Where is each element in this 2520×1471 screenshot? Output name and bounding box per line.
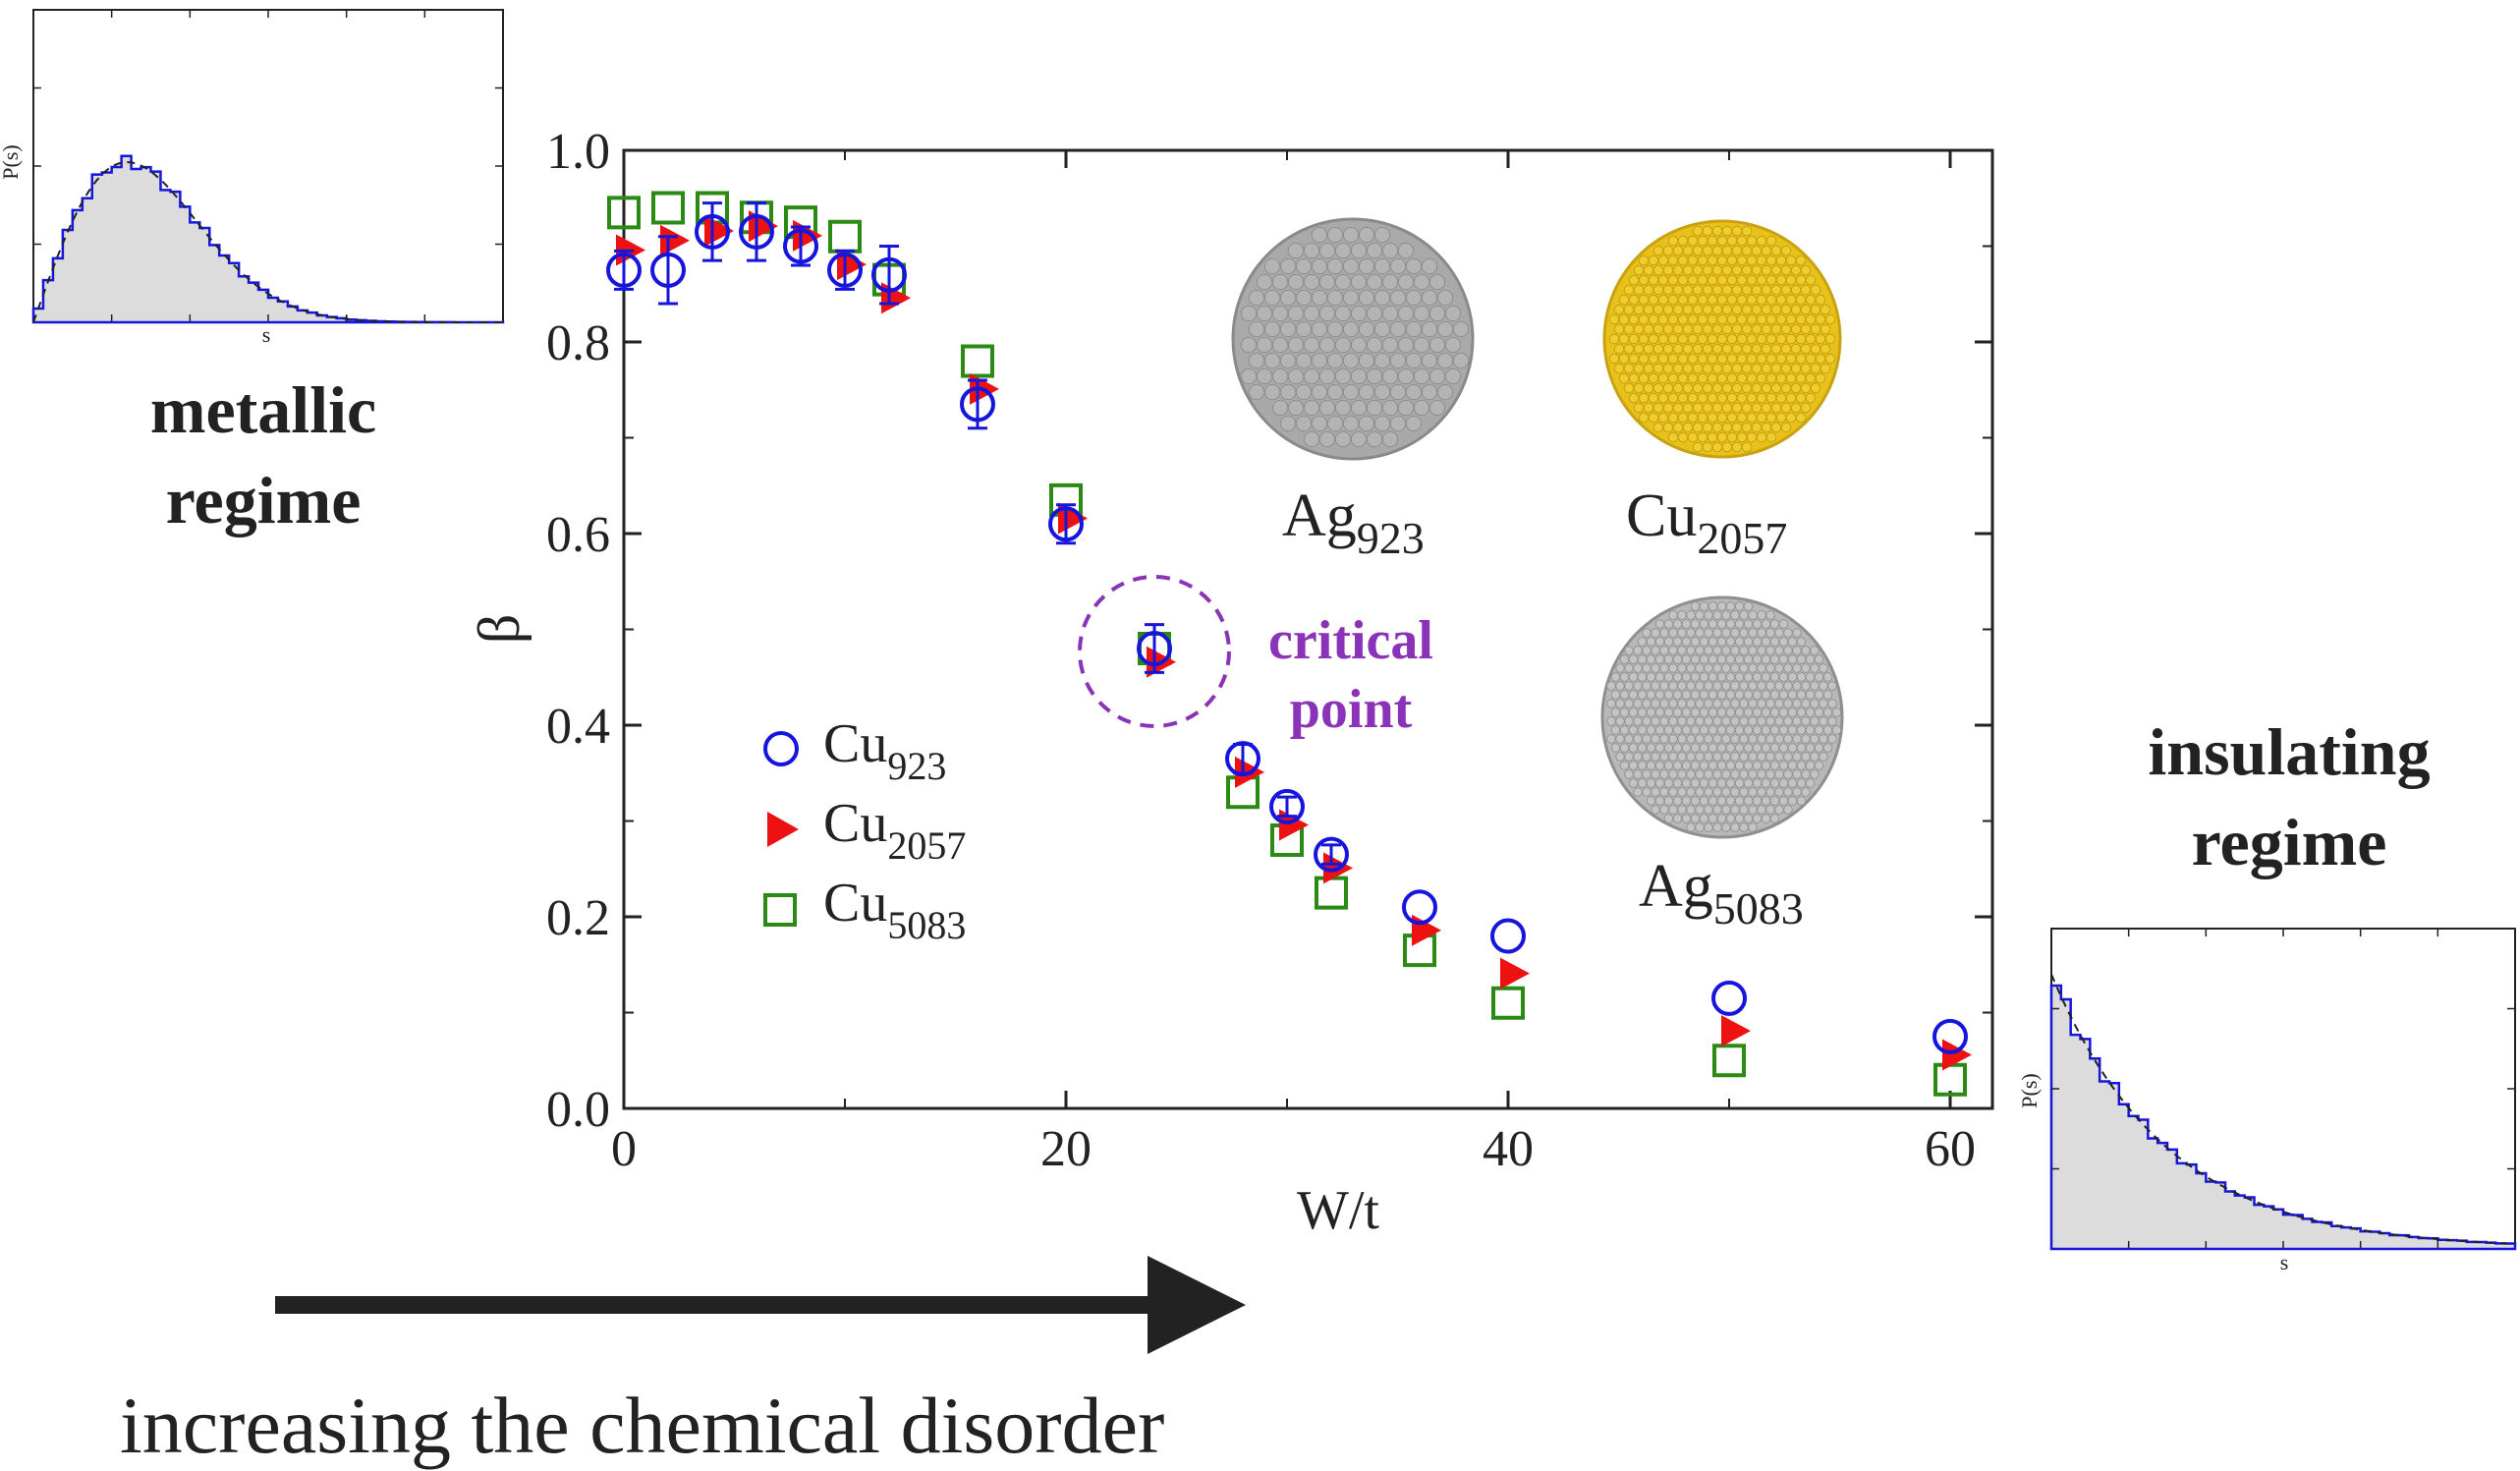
point-cu923: [606, 252, 642, 288]
main-chart: 0 20 40 60 0.0 0.2 0.4 0.6 0.8 1.0 W/t β Ag923 Cu…: [467, 124, 1994, 1241]
point-cu923: [1402, 889, 1437, 926]
point-cu5083: [1491, 986, 1525, 1020]
left-inset-ylabel: P(s): [0, 144, 23, 179]
data-marks: [606, 191, 1972, 1097]
point-cu923: [1225, 741, 1260, 777]
cluster-ag5083-image: [1600, 595, 1844, 839]
x-tick-label: 60: [1925, 1121, 1976, 1177]
y-tick-label: 0.4: [546, 699, 610, 755]
y-tick-label: 0.6: [546, 507, 610, 563]
metallic-caption-line1: metallic: [150, 372, 376, 447]
y-tick-label: 0.0: [546, 1082, 610, 1138]
right-inset-xlabel: s: [2280, 1250, 2289, 1274]
legend-marker-cu923: [763, 731, 799, 766]
right-inset-histogram: [2049, 929, 2517, 1251]
cluster-label-cu2057: Cu2057: [1626, 482, 1787, 563]
point-cu2057: [1500, 957, 1530, 990]
insulating-caption-line2: regime: [2192, 805, 2387, 879]
critical-point-circle: [1078, 575, 1231, 728]
y-tick-label: 1.0: [546, 124, 610, 180]
left-inset-xlabel: s: [262, 322, 271, 347]
point-cu2057: [1279, 809, 1309, 841]
arrow-caption: increasing the chemical disorder: [120, 1381, 1164, 1470]
point-cu5083: [607, 196, 641, 230]
metallic-caption-line2: regime: [166, 463, 362, 537]
insulating-caption-line1: insulating: [2148, 714, 2430, 789]
point-cu5083: [1933, 1062, 1967, 1097]
right-inset: P(s) s: [2017, 928, 2517, 1274]
point-cu923: [1314, 836, 1349, 873]
point-cu5083: [651, 191, 685, 225]
y-tick-label: 0.8: [546, 315, 610, 371]
legend-label-cu923: Cu923: [823, 713, 946, 788]
point-cu2057: [1942, 1039, 1972, 1071]
point-cu923: [960, 386, 995, 423]
cluster-ag923-image: [1231, 217, 1475, 461]
critical-point-label-line2: point: [1290, 679, 1413, 740]
y-tick-label: 0.2: [546, 890, 610, 946]
axis-tick-labels: 0 20 40 60 0.0 0.2 0.4 0.6 0.8 1.0: [546, 124, 1976, 1177]
point-cu923: [1137, 631, 1172, 666]
cluster-label-ag5083: Ag5083: [1639, 853, 1804, 934]
disorder-arrow: [275, 1256, 1246, 1354]
point-cu923: [1490, 918, 1526, 954]
point-cu2057: [660, 224, 690, 256]
point-cu2057: [1721, 1015, 1751, 1047]
right-inset-ylabel: P(s): [2017, 1073, 2042, 1107]
x-tick-label: 0: [611, 1121, 637, 1177]
legend-label-cu5083: Cu5083: [823, 873, 966, 947]
x-tick-label: 20: [1040, 1121, 1092, 1177]
x-tick-label: 40: [1483, 1121, 1534, 1177]
point-cu923: [1269, 788, 1305, 824]
point-cu923: [1711, 980, 1747, 1016]
x-axis-label: W/t: [1297, 1180, 1379, 1241]
point-cu923: [695, 213, 730, 250]
point-cu923: [739, 213, 774, 250]
point-cu923: [1048, 506, 1084, 542]
reference-curve: [32, 161, 504, 323]
reference-curve: [2050, 974, 2516, 1245]
legend-marker-cu5083: [763, 893, 797, 927]
point-cu923: [650, 252, 686, 288]
point-cu923: [871, 256, 907, 293]
legend: Cu923 Cu2057 Cu5083: [763, 713, 966, 947]
legend-label-cu2057: Cu2057: [823, 793, 966, 868]
point-cu5083: [1315, 876, 1348, 910]
cluster-cu2057-image: [1602, 219, 1842, 459]
cluster-label-ag923: Ag923: [1282, 482, 1425, 563]
left-inset-histogram: [31, 10, 505, 324]
y-axis-label: β: [467, 614, 532, 645]
point-cu5083: [828, 219, 862, 254]
point-cu923: [783, 228, 818, 264]
point-cu5083: [961, 344, 994, 378]
point-cu923: [827, 252, 863, 288]
critical-point-label-line1: critical: [1268, 610, 1433, 671]
left-inset: P(s) s: [0, 9, 505, 347]
axis-ticks: [622, 148, 1992, 1110]
point-cu923: [1932, 1018, 1968, 1054]
legend-marker-cu2057: [767, 812, 799, 847]
point-cu5083: [1712, 1044, 1746, 1078]
